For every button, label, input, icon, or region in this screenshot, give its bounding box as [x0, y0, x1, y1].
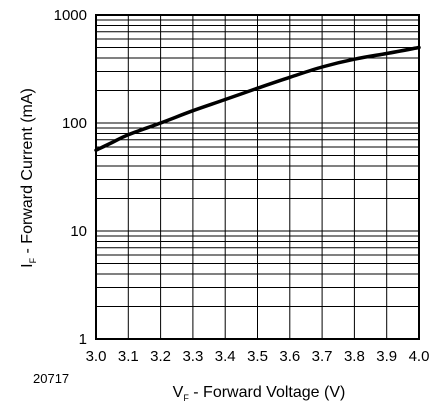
x-tick-label: 3.4 [215, 348, 236, 365]
y-tick-label: 1000 [54, 7, 87, 24]
y-tick-label: 10 [70, 223, 87, 240]
y-tick-labels: 1 10 100 1000 [54, 7, 87, 348]
y-axis-label: IF - Forward Current (mA) [19, 88, 38, 268]
x-tick-label: 3.1 [118, 348, 139, 365]
x-tick-labels: 3.0 3.1 3.2 3.3 3.4 3.5 3.6 3.7 3.8 3.9 4.0 [86, 348, 430, 365]
x-tick-label: 4.0 [409, 348, 430, 365]
x-tick-label: 3.0 [86, 348, 107, 365]
x-tick-label: 3.7 [312, 348, 333, 365]
x-tick-label: 3.3 [182, 348, 203, 365]
grid [95, 15, 420, 340]
plot-frame [95, 14, 420, 340]
x-tick-label: 3.2 [150, 348, 171, 365]
x-tick-label: 3.9 [376, 348, 397, 365]
series-line [94, 45, 421, 152]
x-tick-label: 3.5 [247, 348, 268, 365]
x-tick-label: 3.8 [344, 348, 365, 365]
figure-id: 20717 [33, 371, 69, 386]
y-tick-label: 100 [62, 115, 87, 132]
y-tick-label: 1 [79, 331, 87, 348]
x-axis-label: VF - Forward Voltage (V) [173, 384, 346, 402]
x-tick-label: 3.6 [279, 348, 300, 365]
